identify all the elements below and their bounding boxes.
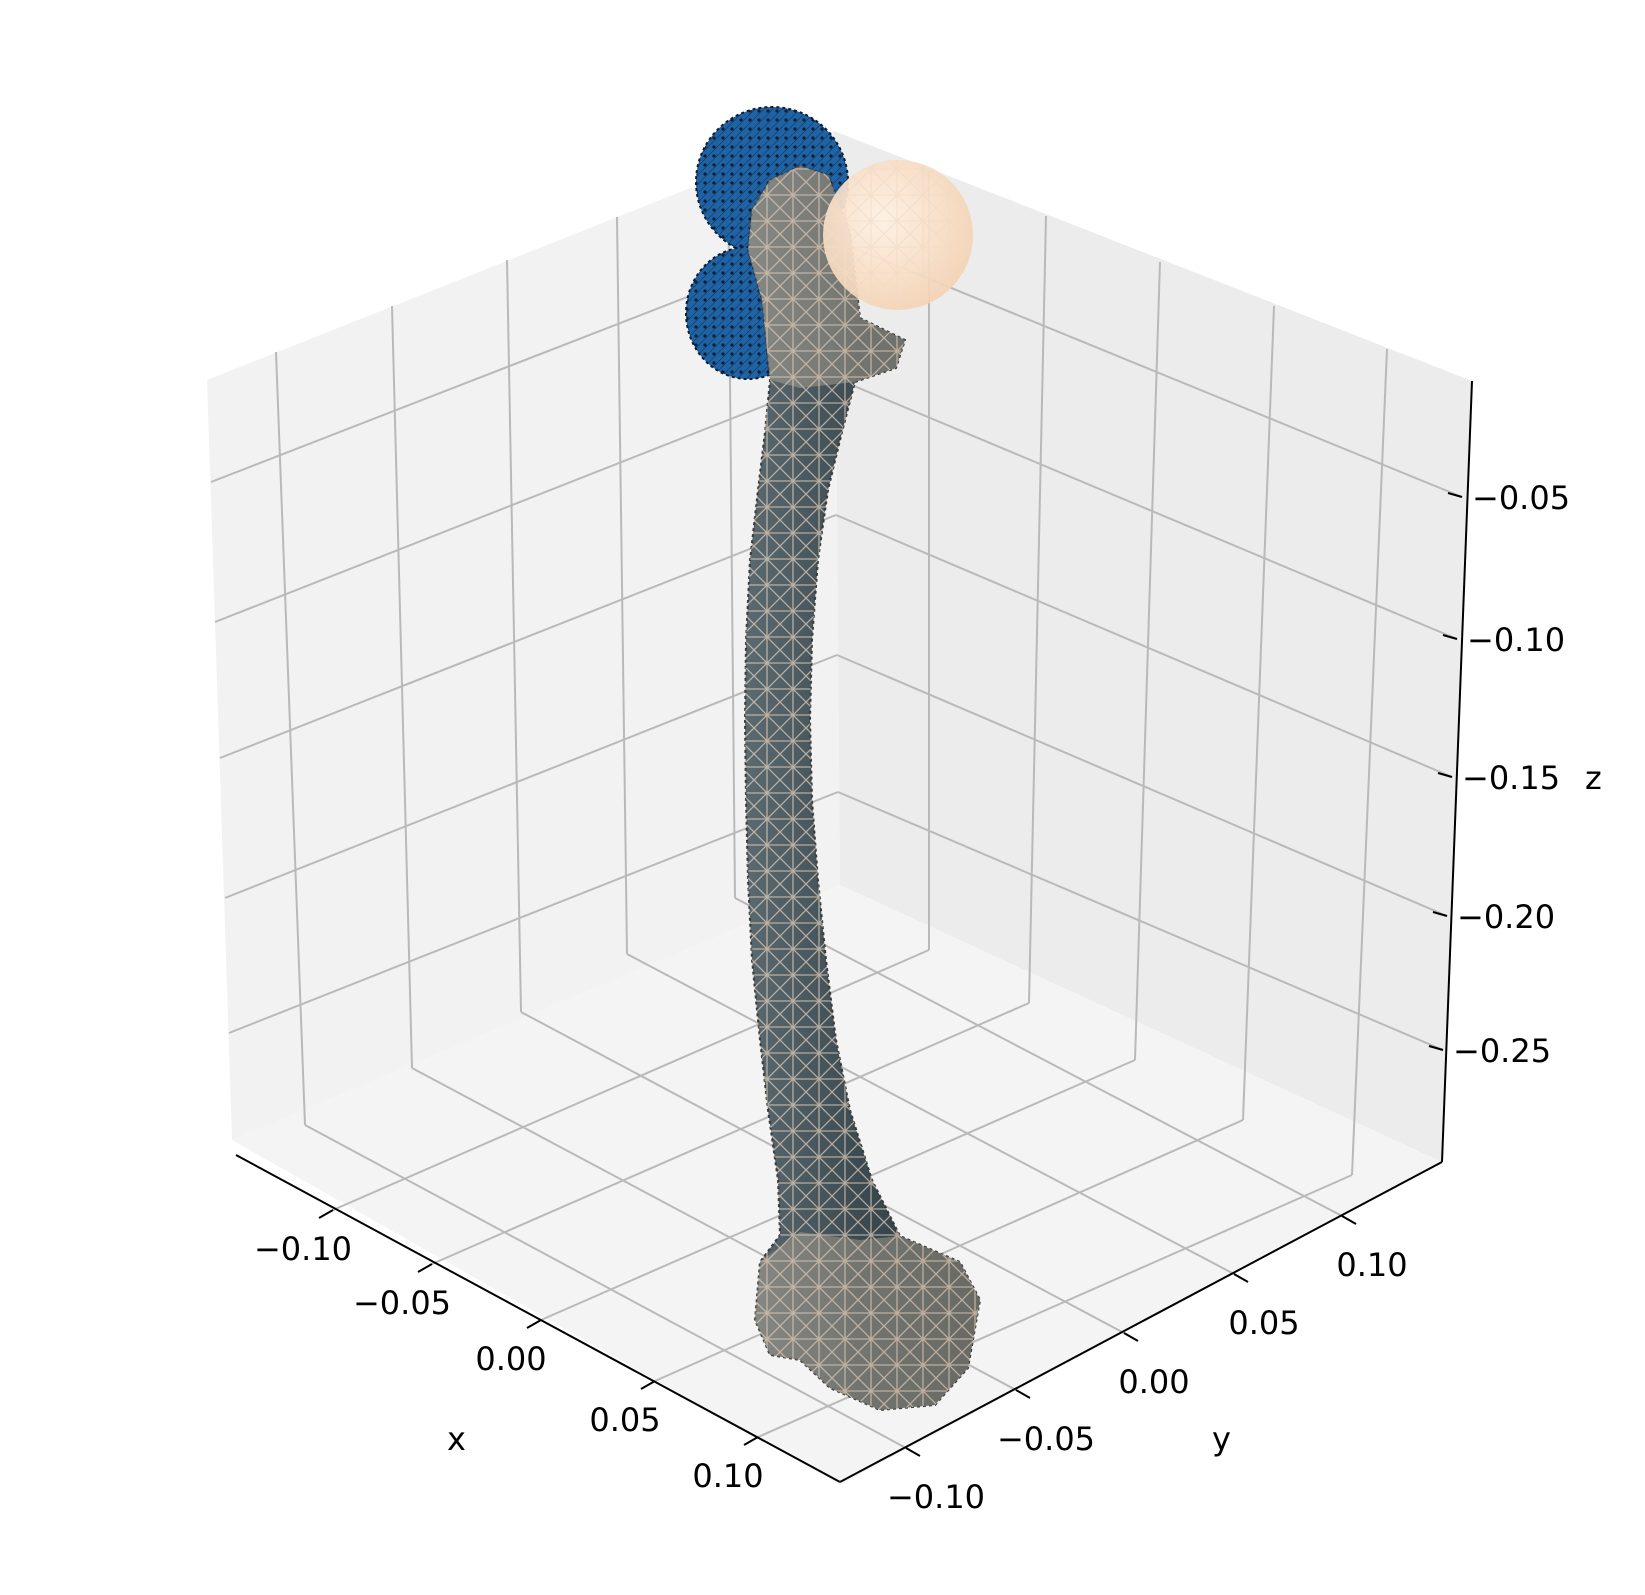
floor-grid-line <box>654 1119 1244 1382</box>
x-tick-label: 0.00 <box>475 1340 546 1378</box>
greater-trochanter-highlight <box>748 166 905 388</box>
femoral-head-mesh <box>823 160 973 310</box>
y-tick <box>1233 1273 1249 1283</box>
y-tick-label: 0.00 <box>1118 1363 1189 1401</box>
y-tick <box>1341 1215 1357 1225</box>
x-axis-label: x <box>447 1420 466 1458</box>
y-tick-label: −0.05 <box>997 1420 1095 1458</box>
right-pane-z-grid-line <box>835 514 1453 778</box>
x-tick <box>640 1380 656 1390</box>
right-pane-z-grid-line <box>836 654 1448 917</box>
y-tick <box>905 1447 921 1457</box>
floor-grid-line <box>431 1002 1030 1265</box>
z-tick-label: −0.05 <box>1472 479 1570 517</box>
z-tick <box>1428 1045 1444 1051</box>
axis-panes <box>207 131 1472 1485</box>
left-pane-z-grid-line <box>228 791 839 1034</box>
y-axis-line <box>839 1161 1443 1483</box>
left-pane-z-grid-line <box>219 514 837 759</box>
z-tick <box>1447 492 1463 498</box>
x-tick-label: 0.05 <box>589 1401 660 1439</box>
left-pane-z-grid-line <box>214 377 836 623</box>
femur-condyles-highlight <box>755 1232 980 1410</box>
z-tick <box>1432 911 1448 917</box>
femur-wireframe <box>745 166 980 1410</box>
x-axis-line <box>235 1154 841 1483</box>
left-pane-grid-line <box>506 259 522 1013</box>
floor-grid-line <box>304 1124 907 1449</box>
y-tick-label: 0.05 <box>1228 1304 1299 1342</box>
z-tick-label: −0.25 <box>1453 1032 1551 1070</box>
z-axis-label: z <box>1585 759 1602 797</box>
x-tick-label: 0.10 <box>692 1457 763 1495</box>
right-pane <box>834 131 1472 1162</box>
axis-lines <box>235 380 1473 1483</box>
x-tick <box>743 1436 759 1446</box>
right-pane-grid-line <box>1351 348 1388 1176</box>
y-tick-label: −0.10 <box>887 1478 985 1516</box>
axis-ticks <box>318 492 1463 1457</box>
y-tick <box>1123 1332 1139 1342</box>
right-pane-z-grid-line <box>834 377 1458 640</box>
x-tick <box>417 1263 433 1273</box>
right-pane-z-grid-line <box>837 791 1444 1051</box>
y-axis-label: y <box>1212 1420 1231 1458</box>
femoral-head-sphere <box>823 160 973 310</box>
left-pane-grid-line <box>275 351 306 1126</box>
axis-tick-labels: −0.10−0.050.000.050.10−0.10−0.050.000.05… <box>254 479 1570 1516</box>
right-pane-grid-line <box>1028 215 1047 1004</box>
x-tick <box>318 1209 334 1219</box>
y-tick <box>1015 1389 1031 1399</box>
z-axis-line <box>1441 380 1473 1163</box>
right-pane-grid-line <box>1134 261 1161 1061</box>
left-pane-grid-line <box>616 216 628 955</box>
z-tick <box>1437 772 1453 778</box>
x-tick <box>526 1319 542 1329</box>
z-tick-label: −0.20 <box>1457 898 1555 936</box>
left-pane-z-grid-line <box>224 654 838 899</box>
x-tick-label: −0.05 <box>353 1284 451 1322</box>
y-tick-label: 0.10 <box>1336 1246 1407 1284</box>
floor-grid-line <box>734 897 1343 1217</box>
femur-surface <box>743 164 982 1412</box>
right-pane-grid-line <box>1242 305 1275 1121</box>
z-tick <box>1442 634 1458 640</box>
floor-grid-line <box>626 953 1235 1275</box>
z-tick-label: −0.15 <box>1462 759 1560 797</box>
z-tick-label: −0.10 <box>1467 621 1565 659</box>
x-tick-label: −0.10 <box>254 1230 352 1268</box>
left-pane <box>207 131 840 1140</box>
